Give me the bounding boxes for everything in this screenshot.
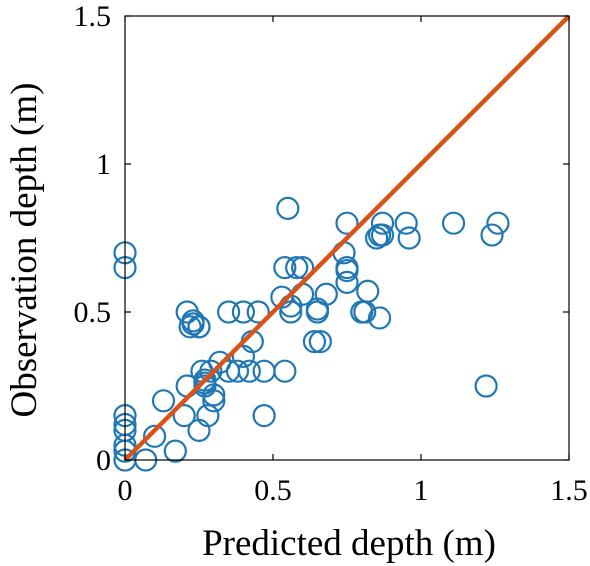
data-point <box>291 256 315 280</box>
data-point <box>370 211 395 235</box>
data-point <box>252 404 276 428</box>
y-tick-label: 1.5 <box>74 0 112 33</box>
x-tick-label: 0 <box>118 474 133 507</box>
y-tick-label: 1 <box>96 148 111 181</box>
data-point <box>181 309 205 333</box>
data-point <box>335 258 359 283</box>
data-point <box>285 256 309 280</box>
data-point <box>172 404 196 428</box>
data-point <box>231 300 255 324</box>
axis-ticks: 0 0.5 1 1.5 0 0.5 1 1.5 <box>74 0 588 507</box>
data-point <box>202 383 226 407</box>
data-point <box>441 211 466 235</box>
data-point <box>237 359 261 383</box>
x-tick-label: 0.5 <box>254 474 292 507</box>
data-point <box>246 300 270 324</box>
x-tick-label: 1 <box>414 474 429 507</box>
data-point <box>252 359 276 383</box>
y-tick-label: 0 <box>96 444 111 477</box>
y-axis-label: Observation depth (m) <box>4 83 45 418</box>
data-point <box>199 359 223 383</box>
data-point <box>335 270 359 294</box>
data-point <box>356 279 380 303</box>
data-point <box>276 196 300 220</box>
data-point <box>187 315 211 339</box>
data-point <box>151 389 176 413</box>
data-point <box>279 300 303 324</box>
data-point <box>225 359 250 383</box>
observation-points <box>113 196 510 472</box>
y-tick-label: 0.5 <box>74 296 112 329</box>
data-point <box>273 359 297 383</box>
data-point <box>335 211 359 235</box>
data-point <box>196 404 220 428</box>
data-point <box>394 211 418 235</box>
data-point <box>370 223 395 247</box>
data-point <box>480 223 504 247</box>
data-point <box>397 226 421 250</box>
data-point <box>308 330 332 354</box>
data-point <box>143 424 167 448</box>
data-point <box>163 439 187 463</box>
data-point <box>217 300 241 324</box>
data-point <box>474 374 498 398</box>
data-point <box>367 306 392 330</box>
data-point <box>314 282 338 306</box>
data-point <box>273 256 297 280</box>
one-to-one-line <box>123 14 571 462</box>
data-point <box>302 330 327 354</box>
data-point <box>202 389 226 413</box>
data-point <box>486 211 510 235</box>
plot-frame <box>124 15 570 461</box>
x-axis-label: Predicted depth (m) <box>202 523 496 564</box>
x-tick-label: 1.5 <box>550 474 588 507</box>
